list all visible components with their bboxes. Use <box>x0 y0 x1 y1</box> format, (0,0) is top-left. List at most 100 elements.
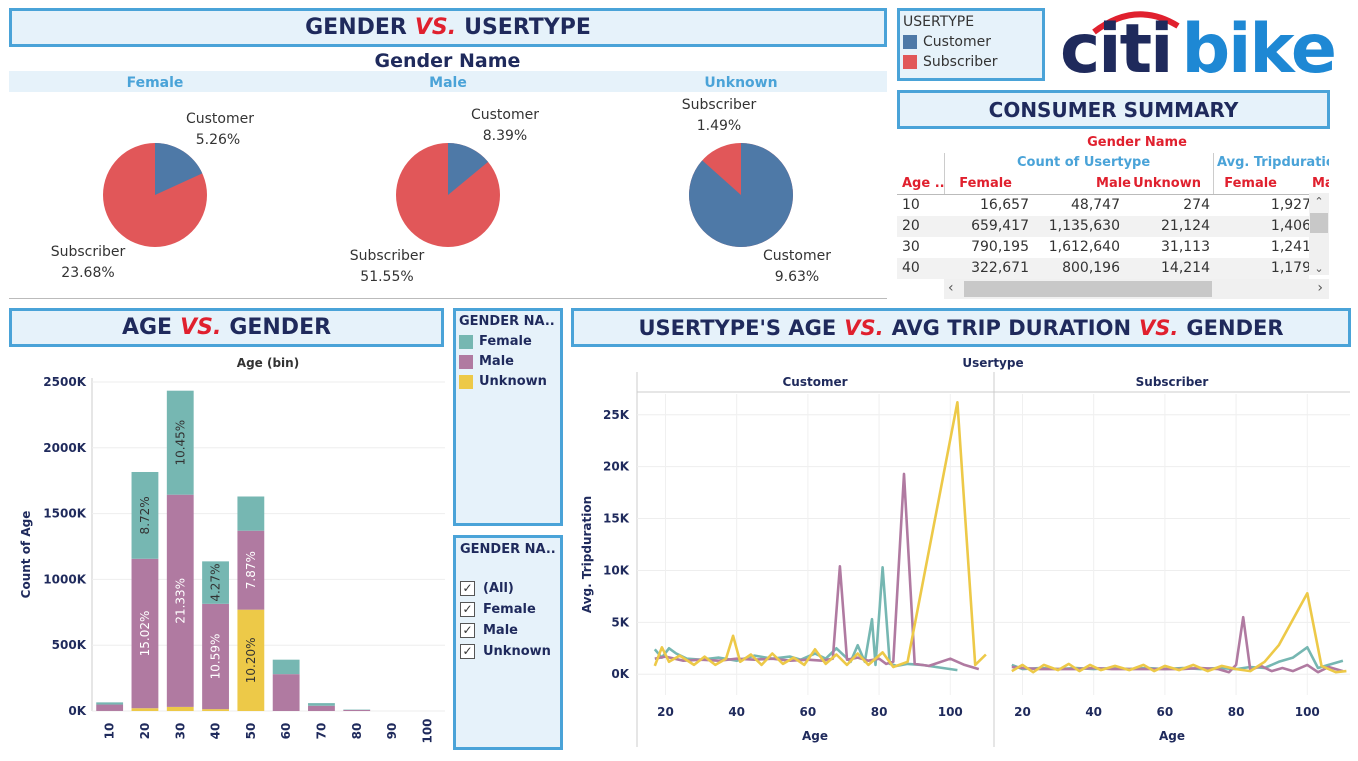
bar-segment-unknown[interactable] <box>166 706 194 711</box>
summary-age-cell: 10 <box>902 197 920 213</box>
horizontal-scroll-thumb[interactable] <box>964 281 1212 297</box>
legend-label: Female <box>479 334 532 349</box>
x-tick-label: 70 <box>314 723 328 740</box>
gender-legend-item: Male <box>459 354 557 369</box>
bar-segment-male[interactable] <box>131 558 159 709</box>
y-tick-label: 2000K <box>43 441 86 455</box>
checkbox-icon[interactable]: ✓ <box>460 644 475 659</box>
filter-option[interactable]: ✓ (All) <box>460 581 556 596</box>
banner-p2: AVG TRIP DURATION <box>891 315 1132 340</box>
bar-segment-male[interactable] <box>237 530 265 610</box>
pie-slice-customer[interactable] <box>689 143 794 247</box>
x-tick-label: 100 <box>938 705 963 719</box>
usertype-age-banner: USERTYPE'S AGE VS. AVG TRIP DURATION VS.… <box>571 308 1351 347</box>
legend-swatch <box>903 35 917 49</box>
vertical-scrollbar[interactable]: ⌃ ⌄ <box>1309 193 1329 275</box>
line-series-female[interactable] <box>1011 646 1344 671</box>
horizontal-scrollbar[interactable]: ‹ › <box>944 279 1329 299</box>
filter-option[interactable]: ✓ Female <box>460 602 556 617</box>
y-tick-label: 10K <box>603 563 630 577</box>
logo-citi: citi <box>1060 10 1173 89</box>
pie-bottom-rule <box>9 298 887 299</box>
filter-option[interactable]: ✓ Unknown <box>460 644 556 659</box>
bar-segment-unknown[interactable] <box>131 708 159 711</box>
usertype-legend-item: Customer <box>903 34 1039 50</box>
pie-pct-subscriber: 23.68% <box>61 265 114 281</box>
line-chart-title: Usertype <box>962 356 1023 370</box>
x-tick-label: 50 <box>244 723 258 740</box>
pie-pct-customer: 5.26% <box>196 132 240 148</box>
line-series-male[interactable] <box>1011 615 1344 674</box>
bar-data-label: 8.72% <box>138 496 152 534</box>
x-axis-label: Age <box>802 729 828 743</box>
bar-segment-male[interactable] <box>96 704 124 711</box>
bar-segment-female[interactable] <box>96 702 124 705</box>
line-series-male[interactable] <box>654 472 980 671</box>
y-tick-label: 5K <box>611 615 629 629</box>
bar-segment-male[interactable] <box>166 494 194 707</box>
summary-age-cell: 40 <box>902 260 920 276</box>
pie-facet-title: Female <box>127 75 184 91</box>
pie-label-subscriber: Subscriber <box>350 248 425 264</box>
bar-segment-male[interactable] <box>272 674 300 711</box>
bar-segment-female[interactable] <box>131 471 159 559</box>
x-tick-label: 30 <box>173 723 187 740</box>
summary-cell: 1,612,640 <box>1048 239 1120 255</box>
pie-slice-customer[interactable] <box>155 143 203 195</box>
scroll-down-icon[interactable]: ⌄ <box>1314 262 1324 275</box>
filter-option[interactable]: ✓ Male <box>460 623 556 638</box>
bar-data-label: 15.02% <box>138 611 152 657</box>
line-series-unknown[interactable] <box>1011 592 1347 674</box>
bar-segment-unknown[interactable] <box>237 609 265 711</box>
summary-cell: 790,195 <box>971 239 1029 255</box>
pie-label-customer: Customer <box>471 107 539 123</box>
bar-segment-unknown[interactable] <box>202 709 229 711</box>
legend-swatch <box>459 354 473 369</box>
y-tick-label: 20K <box>603 460 630 474</box>
line-series-unknown[interactable] <box>653 401 987 669</box>
bar-segment-female[interactable] <box>237 496 265 531</box>
legend-swatch <box>903 55 917 69</box>
bar-segment-male[interactable] <box>343 709 371 711</box>
summary-cell: 16,657 <box>980 197 1029 213</box>
age-gender-bar-chart: Age (bin) 0K 500K 1000K 1500K 2000K 2500K Count… <box>19 356 445 744</box>
x-tick-label: 60 <box>279 723 293 740</box>
summary-row: 20 659,417 1,135,630 21,124 1,406 <box>897 216 1311 237</box>
x-tick-label: 20 <box>657 705 674 719</box>
checkbox-icon[interactable]: ✓ <box>460 623 475 638</box>
summary-row: 40 322,671 800,196 14,214 1,179 <box>897 258 1311 279</box>
bar-segment-female[interactable] <box>166 390 194 495</box>
banner-p3: GENDER <box>1186 315 1284 340</box>
vertical-scroll-thumb[interactable] <box>1310 213 1328 233</box>
bar-data-label: 7.87% <box>244 551 258 589</box>
scroll-right-icon[interactable]: › <box>1317 280 1323 296</box>
banner-gender: GENDER <box>229 315 332 340</box>
summary-group-count: Count of Usertype <box>1017 155 1151 170</box>
bar-segment-male[interactable] <box>202 603 229 710</box>
bar-segment-female[interactable] <box>202 561 229 604</box>
bar-data-label: 10.45% <box>173 420 187 466</box>
filter-option-label: Female <box>483 602 536 617</box>
x-tick-label: 10 <box>103 723 117 740</box>
x-tick-label: 100 <box>1295 705 1320 719</box>
filter-option-label: (All) <box>483 581 514 596</box>
gender-legend-item: Unknown <box>459 374 557 389</box>
pie-label-customer: Customer <box>763 248 831 264</box>
bar-segment-female[interactable] <box>272 659 300 675</box>
bar-segment-male[interactable] <box>308 705 335 711</box>
summary-row: 30 790,195 1,612,640 31,113 1,241 <box>897 237 1311 258</box>
banner-p1: USERTYPE'S AGE <box>638 315 837 340</box>
summary-col-header: Unknown <box>1133 176 1201 191</box>
checkbox-icon[interactable]: ✓ <box>460 581 475 596</box>
summary-cell: 800,196 <box>1062 260 1120 276</box>
bar-segment-female[interactable] <box>308 703 335 706</box>
pie-section-title: Gender Name <box>374 50 521 72</box>
pie-slice-customer[interactable] <box>448 143 489 195</box>
pie-pct-subscriber: 51.55% <box>360 269 413 285</box>
scroll-up-icon[interactable]: ⌃ <box>1314 195 1324 208</box>
scroll-left-icon[interactable]: ‹ <box>948 280 954 296</box>
pie-charts: FemaleCustomer5.26%Subscriber23.68%MaleC… <box>51 75 832 285</box>
pie-facet-title: Male <box>429 75 467 91</box>
checkbox-icon[interactable]: ✓ <box>460 602 475 617</box>
citibike-logo: citi bike <box>1056 4 1346 89</box>
